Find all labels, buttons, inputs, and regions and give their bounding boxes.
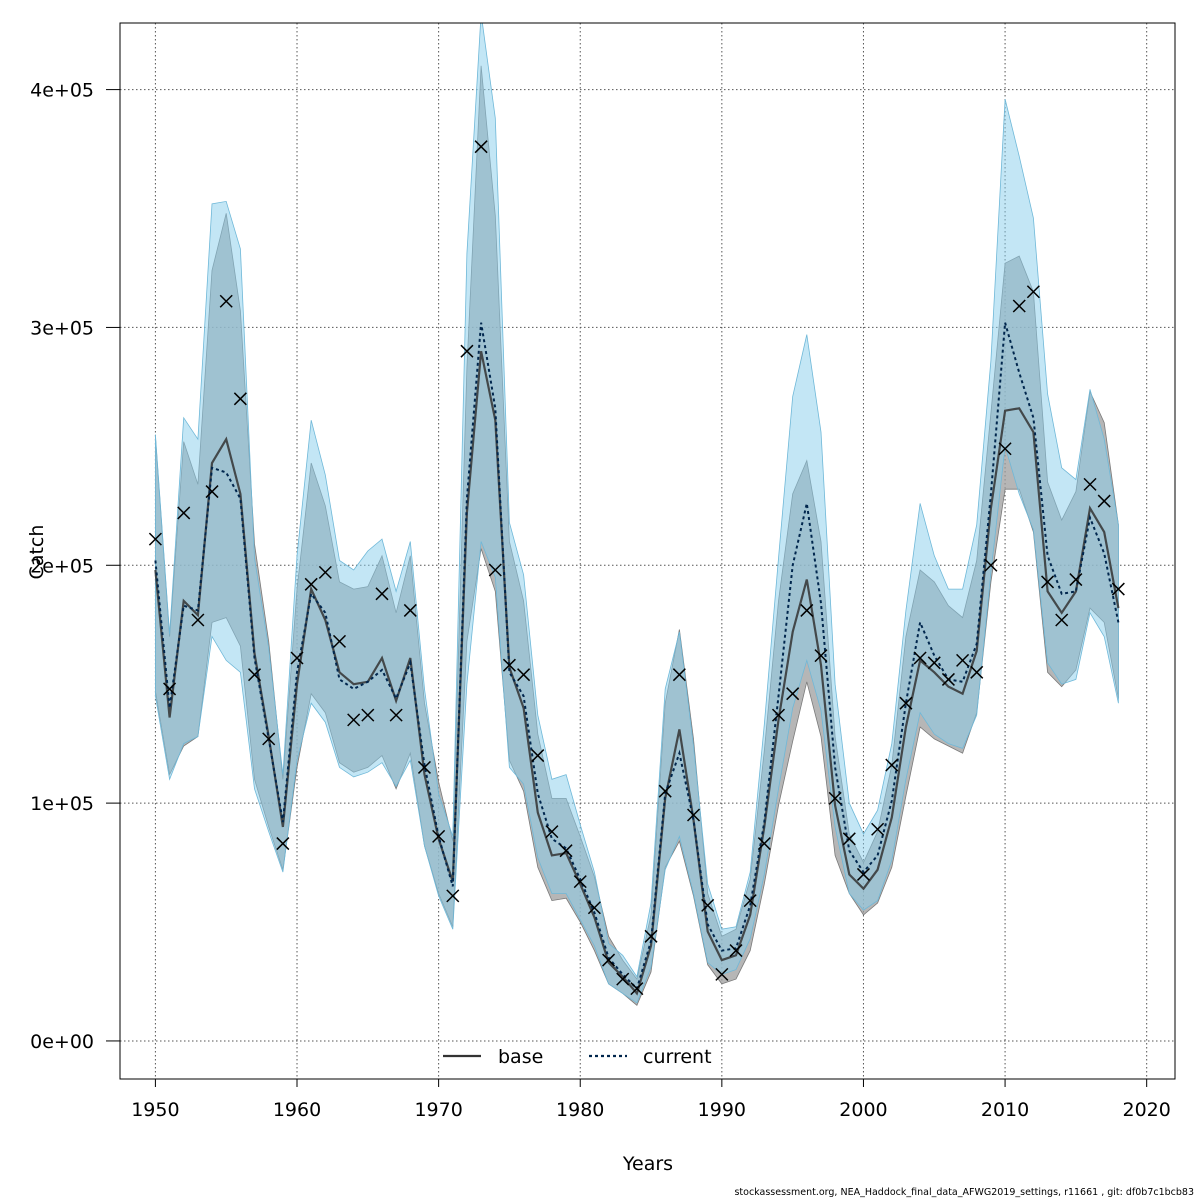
- observed-point: [304, 577, 318, 591]
- base-series-line: [154, 350, 1120, 996]
- x-axis-title: Years: [622, 1153, 673, 1175]
- x-axis: 1950 1960 1970 1980 1990 2000 2010 2020: [131, 1079, 1171, 1121]
- observed-point: [347, 713, 361, 727]
- observed-point: [1026, 285, 1040, 299]
- legend-current-label: current: [643, 1046, 712, 1068]
- observed-point: [219, 294, 233, 308]
- observed-point: [318, 565, 332, 579]
- observed-point: [488, 563, 502, 577]
- observed-point: [871, 822, 885, 836]
- observed-point: [814, 649, 828, 663]
- observed-point: [375, 587, 389, 601]
- observed-point: [800, 603, 814, 617]
- observed-point: [984, 558, 998, 572]
- observed-point: [403, 603, 417, 617]
- observed-point: [502, 658, 516, 672]
- observed-point: [148, 532, 162, 546]
- observed-point: [757, 837, 771, 851]
- y-axis: 0e+00 1e+05 2e+05 3e+05 4e+05: [30, 80, 120, 1053]
- observed-point: [417, 760, 431, 774]
- x-tick-label: 1990: [698, 1099, 746, 1121]
- observed-point: [1111, 582, 1125, 596]
- observed-point: [856, 867, 870, 881]
- observed-point: [262, 732, 276, 746]
- observed-point: [1097, 494, 1111, 508]
- observed-point: [545, 825, 559, 839]
- observed-point: [517, 668, 531, 682]
- observed-point: [899, 696, 913, 710]
- observed-point: [290, 651, 304, 665]
- observed-point: [715, 967, 729, 981]
- observed-point: [573, 875, 587, 889]
- observed-point: [616, 972, 630, 986]
- observed-point: [205, 485, 219, 499]
- observed-point: [672, 668, 686, 682]
- observed-point: [1069, 573, 1083, 587]
- observed-point: [531, 749, 545, 763]
- y-tick-label: 2e+05: [30, 555, 94, 577]
- footer-credit: stockassessment.org, NEA_Haddock_final_d…: [734, 1187, 1194, 1198]
- plot-frame: [119, 22, 1176, 1080]
- observed-catch-markers: [148, 140, 1125, 996]
- observed-point: [927, 656, 941, 670]
- observed-point: [970, 665, 984, 679]
- observed-point: [941, 672, 955, 686]
- observed-point: [956, 653, 970, 667]
- x-tick-label: 2010: [981, 1099, 1029, 1121]
- observed-point: [1012, 299, 1026, 313]
- observed-point: [842, 832, 856, 846]
- legend-base-label: base: [498, 1046, 543, 1068]
- observed-point: [587, 901, 601, 915]
- observed-point: [913, 651, 927, 665]
- observed-point: [233, 392, 247, 406]
- observed-point: [885, 758, 899, 772]
- observed-point: [177, 506, 191, 520]
- observed-point: [474, 140, 488, 154]
- observed-point: [460, 344, 474, 358]
- observed-point: [446, 889, 460, 903]
- observed-point: [432, 829, 446, 843]
- observed-point: [729, 944, 743, 958]
- observed-point: [630, 982, 644, 996]
- y-tick-label: 4e+05: [30, 80, 94, 102]
- observed-point: [644, 929, 658, 943]
- x-tick-label: 1980: [556, 1099, 604, 1121]
- x-tick-label: 2020: [1122, 1099, 1170, 1121]
- observed-point: [1041, 575, 1055, 589]
- observed-point: [701, 898, 715, 912]
- y-tick-label: 0e+00: [30, 1031, 94, 1053]
- observed-point: [559, 844, 573, 858]
- observed-point: [686, 808, 701, 822]
- observed-point: [998, 442, 1012, 456]
- observed-point: [1055, 613, 1069, 627]
- observed-point: [247, 668, 262, 682]
- observed-point: [276, 837, 290, 851]
- observed-point: [389, 708, 403, 722]
- observed-point: [332, 634, 347, 648]
- x-tick-label: 1970: [414, 1099, 462, 1121]
- observed-point: [361, 708, 375, 722]
- observed-point: [786, 687, 800, 701]
- observed-point: [828, 791, 842, 805]
- x-tick-label: 1960: [273, 1099, 321, 1121]
- y-tick-label: 3e+05: [30, 317, 94, 339]
- observed-point: [1083, 477, 1097, 491]
- observed-point: [658, 784, 672, 798]
- observed-point: [771, 708, 786, 722]
- observed-point: [191, 613, 205, 627]
- confidence-bands: [155, 23, 1119, 1006]
- observed-point: [743, 894, 757, 908]
- y-axis-title: Catch: [26, 525, 48, 580]
- observed-point: [602, 953, 616, 967]
- y-tick-label: 1e+05: [30, 793, 94, 815]
- x-tick-label: 1950: [131, 1099, 179, 1121]
- series-lines: [154, 322, 1120, 996]
- x-tick-label: 2000: [839, 1099, 887, 1121]
- observed-point: [163, 682, 177, 696]
- current-confidence-band: [155, 23, 1119, 1004]
- legend: base current: [443, 1046, 712, 1068]
